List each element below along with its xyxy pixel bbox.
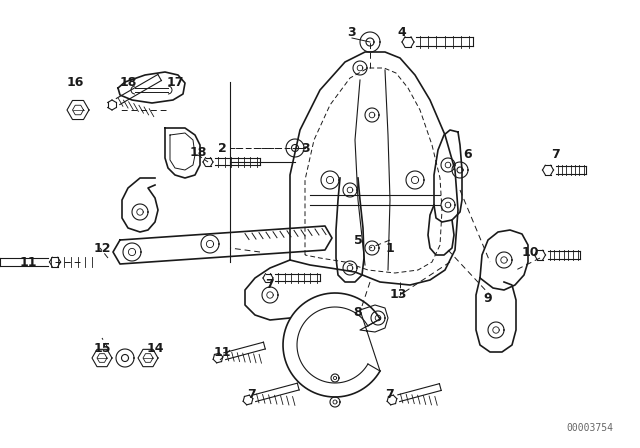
- Text: 15: 15: [93, 341, 111, 354]
- Text: 00003754: 00003754: [566, 423, 614, 433]
- Text: 9: 9: [484, 292, 492, 305]
- Text: 18: 18: [119, 76, 137, 89]
- Text: 8: 8: [354, 306, 362, 319]
- Text: 12: 12: [93, 241, 111, 254]
- Text: 1: 1: [386, 241, 394, 254]
- Text: 3: 3: [348, 26, 356, 39]
- Text: 2: 2: [218, 142, 227, 155]
- Text: 13: 13: [389, 289, 406, 302]
- Text: 11: 11: [19, 255, 36, 268]
- Text: 5: 5: [354, 233, 362, 246]
- Text: 7: 7: [266, 279, 275, 292]
- Text: 11: 11: [213, 345, 231, 358]
- Text: 4: 4: [397, 26, 406, 39]
- Text: 10: 10: [521, 246, 539, 258]
- Text: 17: 17: [166, 76, 184, 89]
- Text: 14: 14: [147, 341, 164, 354]
- Text: 7: 7: [550, 148, 559, 161]
- Text: 3: 3: [301, 142, 309, 155]
- Text: 7: 7: [248, 388, 257, 401]
- Text: 18: 18: [189, 146, 207, 159]
- Text: 6: 6: [464, 148, 472, 161]
- Text: 7: 7: [386, 388, 394, 401]
- Text: 16: 16: [67, 76, 84, 89]
